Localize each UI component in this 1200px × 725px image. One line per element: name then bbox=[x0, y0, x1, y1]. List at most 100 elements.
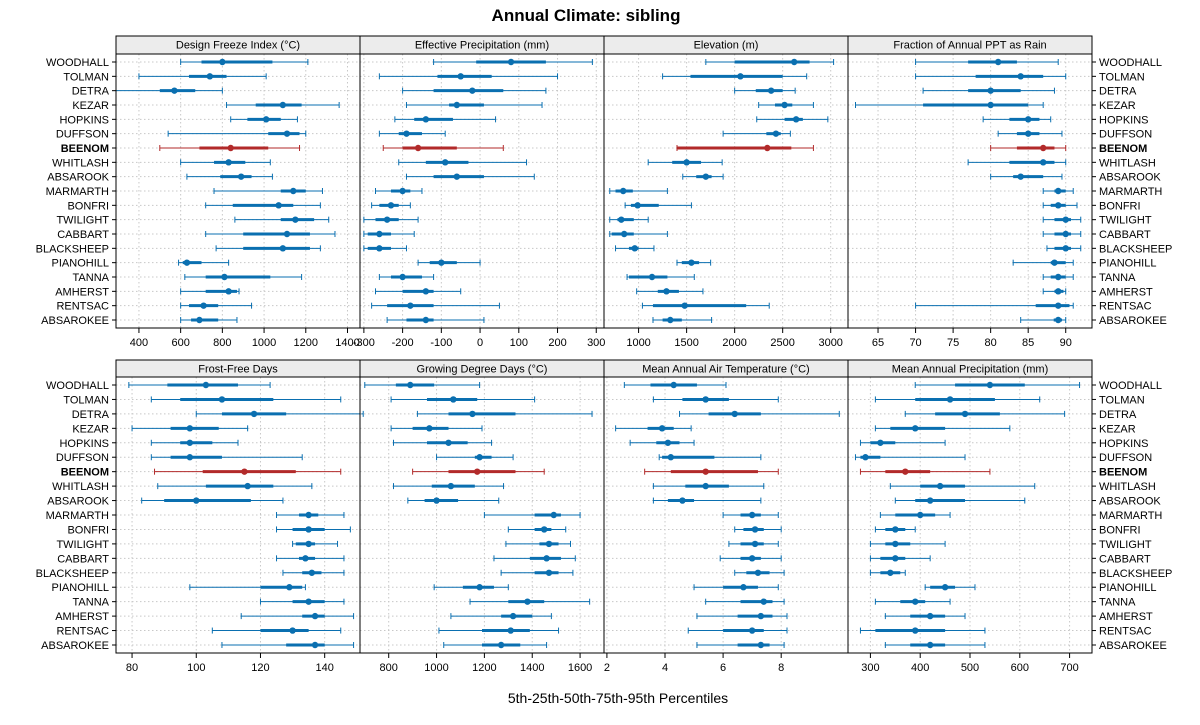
site-label-right: AMHERST bbox=[1099, 286, 1153, 298]
median-point bbox=[474, 468, 481, 475]
median-point bbox=[702, 468, 709, 475]
site-label-left: PIANOHILL bbox=[52, 258, 109, 270]
site-label-right: KEZAR bbox=[1099, 423, 1136, 435]
site-label-right: PIANOHILL bbox=[1099, 258, 1156, 270]
median-point bbox=[311, 612, 319, 620]
panel-3: Elevation (m) 1000 1500 2000 2500 3000 bbox=[603, 35, 849, 349]
median-point bbox=[902, 468, 909, 475]
site-label-right: TOLMAN bbox=[1099, 394, 1145, 406]
site-label-left: RENTSAC bbox=[56, 301, 109, 313]
median-point bbox=[912, 598, 919, 605]
median-point bbox=[302, 555, 309, 562]
site-label-right: TANNA bbox=[1099, 597, 1136, 609]
series-bonfri bbox=[734, 526, 782, 533]
median-point bbox=[447, 482, 455, 490]
median-point bbox=[244, 482, 251, 490]
median-point bbox=[688, 259, 695, 266]
site-label-right: KEZAR bbox=[1099, 100, 1136, 112]
median-point bbox=[221, 273, 228, 281]
series-woodhall bbox=[705, 58, 835, 66]
series-cabbart bbox=[1042, 230, 1082, 238]
median-point bbox=[305, 540, 312, 548]
x-tick-label: 0 bbox=[477, 337, 483, 349]
series-amherst bbox=[1042, 288, 1067, 295]
site-label-right: TWILIGHT bbox=[1099, 215, 1152, 227]
x-tick-label: 500 bbox=[961, 662, 979, 674]
median-point bbox=[941, 584, 949, 591]
site-label-left: MARMARTH bbox=[46, 186, 109, 198]
site-label-left: CABBART bbox=[57, 229, 109, 241]
site-label-right: MARMARTH bbox=[1099, 510, 1162, 522]
site-label-left: BLACKSHEEP bbox=[36, 243, 109, 255]
median-point bbox=[290, 187, 297, 195]
site-label-left: ABSAROKEE bbox=[41, 640, 109, 652]
series-pianohill bbox=[676, 259, 712, 266]
series-twilight bbox=[292, 540, 339, 548]
median-point bbox=[987, 87, 994, 94]
site-label-right: DETRA bbox=[1099, 409, 1137, 421]
series-blacksheep bbox=[215, 245, 321, 252]
median-point bbox=[1051, 259, 1058, 266]
site-label-right: BLACKSHEEP bbox=[1099, 568, 1172, 580]
x-axis-label: 5th-25th-50th-75th-95th Percentiles bbox=[508, 690, 728, 706]
site-label-left: TWILIGHT bbox=[56, 539, 109, 551]
series-tolman bbox=[874, 396, 1041, 403]
x-tick-label: 300 bbox=[587, 337, 605, 349]
median-point bbox=[550, 511, 557, 519]
series-marmarth bbox=[609, 187, 668, 195]
series-hopkins bbox=[859, 439, 946, 446]
median-point bbox=[507, 627, 514, 634]
median-point bbox=[926, 612, 934, 620]
site-label-right: ABSAROOK bbox=[1099, 172, 1161, 184]
series-absarokee bbox=[386, 316, 485, 324]
series-woodhall bbox=[433, 58, 593, 66]
series-absarook bbox=[652, 497, 762, 504]
series-beenom bbox=[159, 144, 301, 152]
series-bonfri bbox=[624, 202, 692, 209]
series-absarokee bbox=[221, 641, 355, 649]
series-pianohill bbox=[693, 584, 779, 591]
median-point bbox=[422, 116, 430, 123]
median-point bbox=[620, 230, 628, 238]
x-tick-label: 700 bbox=[1060, 662, 1078, 674]
series-hopkins bbox=[150, 439, 239, 446]
panel-7: Mean Annual Air Temperature (°C) 2 4 6 8 bbox=[603, 359, 849, 674]
median-point bbox=[670, 381, 677, 389]
median-point bbox=[1055, 302, 1062, 309]
site-label-left: WOODHALL bbox=[46, 380, 109, 392]
x-tick-label: 120 bbox=[251, 662, 269, 674]
series-marmarth bbox=[879, 511, 951, 519]
median-point bbox=[683, 159, 690, 166]
series-absarokee bbox=[696, 641, 785, 649]
site-label-left: DUFFSON bbox=[56, 452, 109, 464]
site-label-left: DUFFSON bbox=[56, 129, 109, 141]
median-point bbox=[469, 410, 476, 418]
x-tick-label: 4 bbox=[662, 662, 668, 674]
series-woodhall bbox=[128, 381, 271, 389]
series-whitlash bbox=[889, 482, 1036, 490]
site-label-left: HOPKINS bbox=[59, 438, 109, 450]
series-rentsac bbox=[211, 627, 342, 634]
series-cabbart bbox=[609, 230, 668, 238]
median-point bbox=[748, 511, 756, 519]
series-blacksheep bbox=[869, 569, 906, 576]
x-tick-label: 1200 bbox=[472, 662, 496, 674]
series-bonfri bbox=[205, 202, 321, 209]
median-point bbox=[453, 101, 461, 109]
median-point bbox=[279, 101, 287, 109]
series-tanna bbox=[874, 598, 951, 605]
series-hopkins bbox=[756, 116, 829, 123]
median-point bbox=[620, 187, 627, 195]
series-amherst bbox=[180, 288, 240, 295]
series-duffson bbox=[378, 130, 446, 137]
series-whitlash bbox=[652, 482, 765, 490]
site-label-right: HOPKINS bbox=[1099, 438, 1149, 450]
median-point bbox=[926, 497, 934, 504]
median-point bbox=[751, 526, 759, 533]
x-tick-label: 2 bbox=[604, 662, 610, 674]
median-point bbox=[1017, 73, 1024, 80]
median-point bbox=[186, 439, 194, 446]
median-point bbox=[1055, 202, 1062, 209]
median-point bbox=[225, 159, 232, 166]
site-label-right: CABBART bbox=[1099, 229, 1151, 241]
